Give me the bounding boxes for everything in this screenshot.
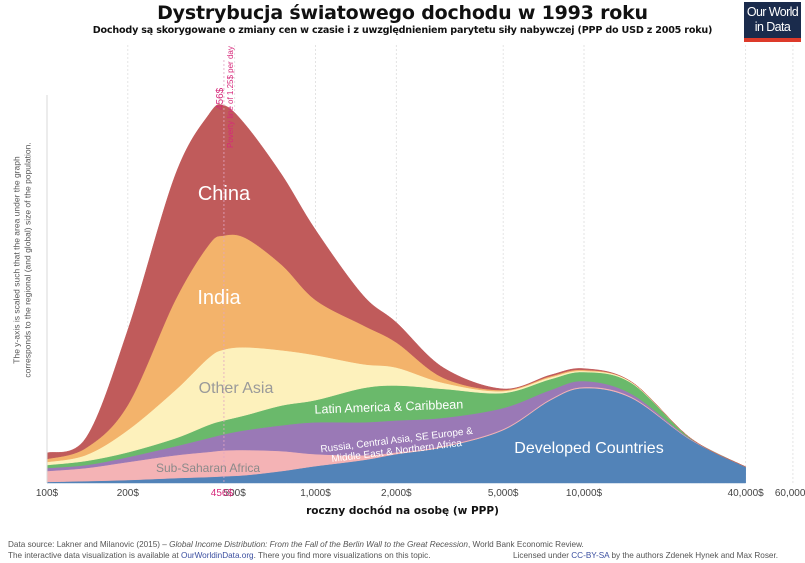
x-tick-label: 5,000$ bbox=[488, 488, 519, 499]
license-prefix: Licensed under bbox=[513, 551, 572, 560]
poverty-line-group: 456$ Poverty line of 1.25$ per day bbox=[215, 46, 235, 483]
x-tick-label: 2,000$ bbox=[381, 488, 412, 499]
license-link[interactable]: CC-BY-SA bbox=[571, 551, 610, 560]
x-tick-label-poverty: 456$ bbox=[211, 488, 234, 499]
poverty-line-value-label: 456$ bbox=[215, 87, 226, 110]
x-tick-label: 1,000$ bbox=[300, 488, 331, 499]
footer-license: Licensed under CC-BY-SA by the authors Z… bbox=[513, 551, 778, 560]
stacked-areas bbox=[46, 104, 746, 484]
series-label-china: China bbox=[198, 183, 251, 205]
footer-interactive-suffix: . There you find more visualizations on … bbox=[253, 551, 431, 560]
logo-line-1: Our World bbox=[746, 5, 799, 19]
footer-interactive: The interactive data visualization is av… bbox=[8, 551, 431, 560]
footer-source: Data source: Lakner and Milanovic (2015)… bbox=[8, 540, 584, 549]
series-label-sub-saharan-africa: Sub-Saharan Africa bbox=[156, 461, 260, 475]
owid-link[interactable]: OurWorldinData.org bbox=[180, 551, 254, 560]
series-label-developed-countries: Developed Countries bbox=[514, 440, 663, 457]
our-world-in-data-logo[interactable]: Our World in Data bbox=[744, 2, 801, 42]
series-label-latin-america: Latin America & Caribbean bbox=[314, 397, 463, 416]
chart-subtitle: Dochody są skorygowane o zmiany cen w cz… bbox=[92, 25, 713, 36]
x-tick-label: 10,000$ bbox=[566, 488, 603, 499]
license-suffix: by the authors Zdenek Hynek and Max Rose… bbox=[609, 551, 779, 560]
area-china bbox=[46, 104, 746, 468]
poverty-line-annotation: Poverty line of 1.25$ per day bbox=[226, 46, 235, 148]
footer-source-suffix: , World Bank Economic Review. bbox=[467, 540, 584, 549]
x-axis-ticks: 100$ 200$ 500$ 1,000$ 2,000$ 5,000$ 10,000$ 40,… bbox=[36, 488, 805, 499]
x-tick-label: 200$ bbox=[117, 488, 140, 499]
logo-line-2: in Data bbox=[754, 20, 791, 34]
series-label-other-asia: Other Asia bbox=[199, 380, 274, 397]
footer-interactive-prefix: The interactive data visualization is av… bbox=[8, 551, 181, 560]
x-axis-label: roczny dochód na osobę (w PPP) bbox=[306, 505, 499, 517]
x-tick-label: 60,000$ bbox=[775, 488, 805, 499]
logo-accent-bar bbox=[744, 38, 801, 42]
x-tick-label: 500$ bbox=[224, 488, 247, 499]
x-tick-label: 100$ bbox=[36, 488, 59, 499]
series-label-india: India bbox=[197, 287, 241, 309]
footer-source-title: Global Income Distribution: From the Fal… bbox=[169, 540, 468, 549]
footer-source-prefix: Data source: Lakner and Milanovic (2015)… bbox=[8, 540, 170, 549]
chart-title: Dystrybucja światowego dochodu w 1993 ro… bbox=[157, 2, 648, 24]
x-tick-label: 40,000$ bbox=[728, 488, 765, 499]
